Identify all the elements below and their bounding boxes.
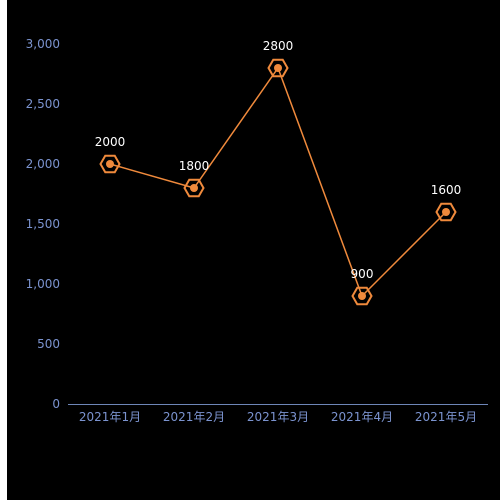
y-tick-label: 1,000 (26, 277, 60, 291)
y-tick-label: 2,500 (26, 97, 60, 111)
x-tick-label: 2021年4月 (331, 410, 393, 424)
data-point-marker[interactable] (183, 178, 205, 198)
data-labels: 2000 1800 2800 900 1600 (95, 39, 462, 281)
x-tick-label: 2021年1月 (79, 410, 141, 424)
data-point[interactable] (358, 292, 366, 300)
data-point[interactable] (190, 184, 198, 192)
data-point-marker[interactable] (351, 286, 373, 306)
x-tick-label: 2021年5月 (415, 410, 477, 424)
data-label: 2800 (263, 39, 294, 53)
y-tick-label: 500 (37, 337, 60, 351)
data-label: 900 (351, 267, 374, 281)
data-point-marker[interactable] (267, 58, 289, 78)
y-tick-label: 1,500 (26, 217, 60, 231)
data-point-marker[interactable] (435, 202, 457, 222)
x-axis: 2021年1月 2021年2月 2021年3月 2021年4月 2021年5月 (68, 404, 488, 424)
y-tick-label: 3,000 (26, 37, 60, 51)
chart-panel (7, 0, 500, 500)
y-axis: 0 500 1,000 1,500 2,000 2,500 3,000 (26, 37, 60, 411)
series-group (99, 58, 457, 306)
x-tick-label: 2021年2月 (163, 410, 225, 424)
x-tick-label: 2021年3月 (247, 410, 309, 424)
data-label: 2000 (95, 135, 126, 149)
data-point[interactable] (442, 208, 450, 216)
y-tick-label: 0 (52, 397, 60, 411)
series-line (109, 66, 447, 298)
data-point-marker[interactable] (99, 154, 121, 174)
data-label: 1800 (179, 159, 210, 173)
data-point[interactable] (274, 64, 282, 72)
y-tick-label: 2,000 (26, 157, 60, 171)
data-point[interactable] (106, 160, 114, 168)
data-label: 1600 (431, 183, 462, 197)
